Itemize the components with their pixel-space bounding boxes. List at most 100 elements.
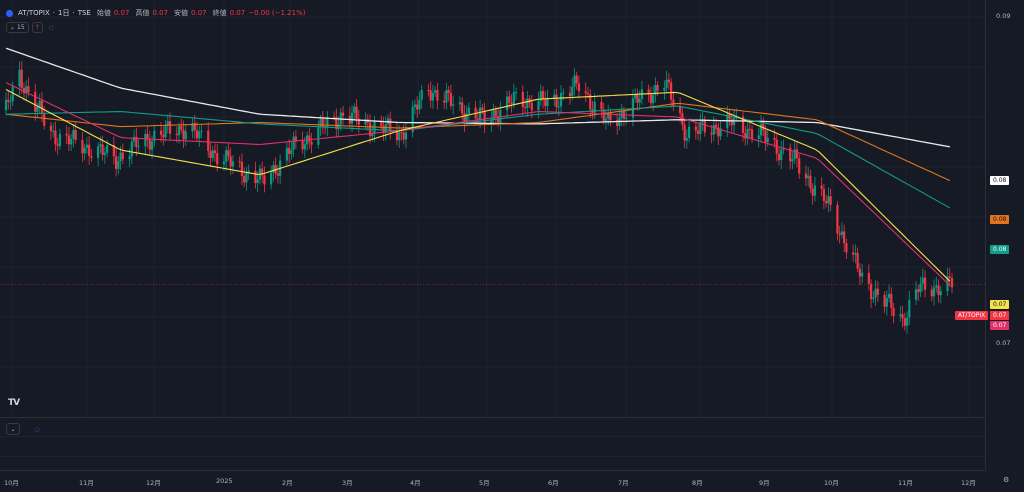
candle-body — [229, 156, 232, 167]
candle-body — [919, 283, 922, 293]
candle-body — [27, 86, 30, 93]
sma-orange-line — [5, 102, 951, 182]
candle-body — [638, 99, 641, 103]
legend-low-label: 安値 — [174, 9, 189, 17]
candle-body — [607, 112, 610, 119]
candle-body — [714, 124, 718, 128]
candle-body — [18, 69, 21, 87]
sma-orange-price-label: 0.08 — [990, 215, 1010, 224]
candle-body — [56, 144, 59, 147]
legend-symbol[interactable]: AT/TOPIX — [18, 9, 50, 17]
candle-body — [766, 137, 769, 142]
candle-body — [58, 133, 62, 147]
candle-body — [694, 126, 697, 131]
candle-body — [225, 150, 228, 162]
candle-body — [445, 90, 448, 103]
candle-body — [541, 91, 545, 100]
candle-body — [681, 113, 684, 125]
symbol-icon — [6, 9, 13, 17]
candle-body — [937, 285, 940, 296]
candle-body — [54, 130, 57, 145]
candle-body — [744, 133, 747, 139]
candle-body — [746, 128, 749, 139]
time-tick: 12月 — [961, 479, 976, 487]
candle-body — [510, 102, 513, 104]
candle-body — [431, 92, 435, 101]
time-tick: 10月 — [824, 479, 839, 487]
candle-body — [798, 158, 801, 174]
candle-body — [243, 176, 246, 183]
candle-body — [573, 75, 576, 87]
candle-body — [326, 116, 329, 128]
candle-body — [395, 131, 399, 141]
sma-pink-line — [5, 82, 951, 286]
candle-body — [458, 102, 462, 105]
time-axis[interactable]: 10月 11月 12月 2025 2月 3月 4月 5月 6月 7月 8月 9月… — [0, 470, 985, 492]
time-tick: 11月 — [79, 479, 94, 487]
candle-body — [663, 87, 666, 91]
candle-body — [353, 106, 356, 113]
legend-low-value: 0.07 — [191, 9, 207, 17]
candle-body — [380, 121, 383, 126]
legend-interval[interactable]: 1日 — [57, 9, 70, 17]
price-axis[interactable]: 0.09 0.07 0.08 0.08 0.08 0.07 0.07 0.07 — [985, 0, 1024, 470]
sma-yellow-price-label: 0.07 — [990, 300, 1010, 309]
candle-body — [382, 125, 385, 133]
candle-body — [117, 161, 120, 169]
indicator-pane[interactable]: ⌄ ◌ — [0, 418, 985, 470]
indicator-pane-gridline — [0, 436, 985, 437]
candle-body — [609, 112, 612, 121]
candle-body — [290, 149, 293, 154]
price-tick: 0.07 — [996, 339, 1011, 347]
gear-icon[interactable]: ⚙ — [1003, 476, 1010, 484]
candle-body — [647, 89, 650, 94]
candle-body — [813, 185, 817, 196]
last-price-label: 0.07 — [990, 311, 1010, 320]
candle-body — [292, 136, 295, 150]
candle-body — [270, 172, 273, 185]
candle-body — [575, 75, 578, 84]
candle-body — [528, 98, 531, 103]
candle-body — [748, 128, 751, 130]
candle-body — [332, 116, 336, 118]
alert-icon[interactable]: ↑ — [31, 22, 43, 33]
candle-body — [83, 147, 86, 154]
candle-body — [544, 99, 547, 107]
candle-body — [795, 149, 799, 159]
pane-divider[interactable] — [0, 417, 985, 418]
legend-close-value: 0.07 — [229, 9, 246, 17]
candle-body — [719, 128, 722, 137]
candle-body — [876, 288, 879, 295]
tradingview-logo[interactable]: TV — [8, 398, 20, 408]
candle-body — [903, 318, 906, 326]
candle-body — [852, 252, 855, 255]
candle-body — [665, 79, 668, 88]
candle-body — [905, 317, 909, 326]
loading-spinner-icon: ◌ — [48, 24, 54, 31]
main-chart-pane[interactable]: AT/TOPIX · 1日 · TSE 始値 0.07 高値 0.07 安値 0… — [0, 0, 985, 417]
candle-body — [146, 133, 149, 140]
candle-body — [52, 130, 55, 132]
candle-body — [130, 141, 133, 157]
price-chart-svg[interactable] — [0, 0, 985, 417]
candle-body — [72, 130, 75, 139]
pane-collapse-button[interactable]: ⌄ — [6, 423, 20, 435]
time-tick: 4月 — [410, 479, 421, 487]
candle-body — [825, 200, 828, 204]
candle-body — [115, 156, 118, 169]
candle-body — [656, 85, 659, 91]
candle-body — [465, 113, 468, 124]
candle-body — [256, 179, 259, 184]
candle-body — [90, 156, 93, 158]
candle-body — [856, 253, 859, 269]
candle-body — [885, 297, 888, 307]
candle-body — [288, 147, 291, 154]
candle-body — [625, 117, 628, 119]
candle-body — [38, 100, 41, 107]
indicators-toggle-button[interactable]: ⌄ 15 — [6, 22, 29, 33]
legend-open-label: 始値 — [96, 9, 111, 17]
candle-body — [216, 153, 219, 165]
legend-close-label: 終値 — [212, 9, 227, 17]
candle-body — [809, 175, 812, 189]
candle-body — [195, 130, 199, 139]
